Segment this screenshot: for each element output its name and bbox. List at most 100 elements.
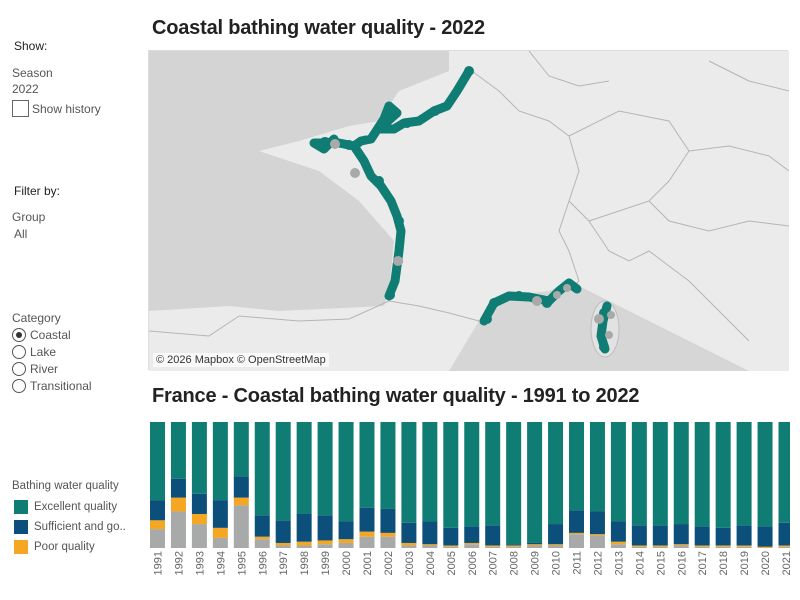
bar-segment[interactable] — [673, 545, 689, 548]
bar-segment[interactable] — [610, 541, 626, 545]
show-history-checkbox[interactable] — [12, 100, 29, 117]
group-value[interactable]: All — [14, 227, 28, 241]
bar-segment[interactable] — [254, 539, 270, 548]
bar-segment[interactable] — [233, 505, 249, 548]
bar-segment[interactable] — [422, 545, 438, 548]
radio-button[interactable] — [12, 327, 26, 342]
bar-segment[interactable] — [296, 545, 312, 548]
legend-item-excellent[interactable]: Excellent quality — [14, 497, 126, 517]
bar-segment[interactable] — [191, 422, 207, 494]
bar-segment[interactable] — [610, 422, 626, 522]
bar-segment[interactable] — [778, 546, 791, 548]
bar-segment[interactable] — [191, 493, 207, 514]
bar-segment[interactable] — [443, 545, 459, 547]
bar-segment[interactable] — [401, 522, 417, 543]
bar-segment[interactable] — [212, 527, 228, 538]
bar-segment[interactable] — [694, 545, 710, 547]
bar-segment[interactable] — [233, 497, 249, 506]
bar-segment[interactable] — [380, 422, 396, 509]
bar-segment[interactable] — [527, 542, 543, 545]
bar-segment[interactable] — [275, 545, 291, 548]
bar-segment[interactable] — [569, 422, 584, 511]
bar-segment[interactable] — [506, 422, 522, 545]
bar-segment[interactable] — [485, 422, 501, 526]
bar-segment[interactable] — [652, 545, 668, 547]
bar-segment[interactable] — [736, 545, 752, 547]
bar-segment[interactable] — [631, 546, 647, 548]
category-option-transitional[interactable]: Transitional — [12, 377, 132, 394]
bar-segment[interactable] — [757, 546, 773, 548]
bar-segment[interactable] — [150, 529, 165, 548]
bar-segment[interactable] — [485, 546, 501, 548]
bar-segment[interactable] — [757, 422, 773, 527]
bar-segment[interactable] — [212, 422, 228, 501]
category-option-lake[interactable]: Lake — [12, 343, 132, 360]
bar-segment[interactable] — [548, 422, 564, 525]
bar-segment[interactable] — [652, 546, 668, 548]
bar-segment[interactable] — [422, 544, 438, 546]
bar-segment[interactable] — [338, 542, 354, 548]
bar-segment[interactable] — [296, 513, 312, 542]
bar-segment[interactable] — [569, 510, 584, 533]
legend-item-sufficient[interactable]: Sufficient and go.. — [14, 517, 126, 537]
bar-segment[interactable] — [548, 545, 564, 548]
bar-segment[interactable] — [338, 539, 354, 543]
bar-segment[interactable] — [778, 545, 791, 547]
bar-segment[interactable] — [254, 515, 270, 537]
bar-segment[interactable] — [233, 422, 249, 477]
bar-segment[interactable] — [170, 478, 186, 498]
bar-segment[interactable] — [338, 422, 354, 522]
bar-segment[interactable] — [610, 521, 626, 542]
bar-segment[interactable] — [212, 500, 228, 528]
bar-segment[interactable] — [191, 524, 207, 548]
bar-segment[interactable] — [464, 544, 480, 548]
bar-segment[interactable] — [317, 540, 333, 545]
bar-segment[interactable] — [212, 537, 228, 548]
radio-button[interactable] — [12, 361, 26, 376]
bar-segment[interactable] — [715, 545, 731, 547]
bar-segment[interactable] — [401, 545, 417, 548]
bar-segment[interactable] — [569, 534, 584, 548]
bar-segment[interactable] — [359, 507, 375, 532]
bar-segment[interactable] — [736, 546, 752, 548]
radio-button[interactable] — [12, 344, 26, 359]
bar-segment[interactable] — [296, 541, 312, 546]
bar-chart[interactable]: 1991 1992 1993 1994 1995 1996 1997 1998 1999 2000… — [148, 420, 790, 595]
bar-segment[interactable] — [317, 422, 333, 516]
bar-segment[interactable] — [548, 524, 564, 545]
bar-segment[interactable] — [610, 544, 626, 548]
bar-segment[interactable] — [485, 545, 501, 547]
bar-segment[interactable] — [506, 544, 522, 546]
bar-segment[interactable] — [443, 422, 459, 528]
bar-segment[interactable] — [673, 524, 689, 545]
bar-segment[interactable] — [715, 527, 731, 546]
bar-segment[interactable] — [652, 525, 668, 546]
bar-segment[interactable] — [464, 526, 480, 543]
bar-segment[interactable] — [631, 422, 647, 526]
bar-segment[interactable] — [527, 544, 543, 546]
radio-button[interactable] — [12, 378, 26, 393]
category-option-coastal[interactable]: Coastal — [12, 326, 132, 343]
show-history-toggle[interactable]: Show history — [12, 100, 101, 117]
map-view[interactable]: © 2026 Mapbox © OpenStreetMap — [148, 50, 790, 371]
bar-segment[interactable] — [589, 511, 605, 535]
bar-segment[interactable] — [401, 422, 417, 523]
bar-segment[interactable] — [443, 527, 459, 546]
map-canvas[interactable] — [148, 50, 790, 371]
bar-segment[interactable] — [673, 544, 689, 546]
bar-segment[interactable] — [380, 508, 396, 533]
bar-segment[interactable] — [359, 531, 375, 537]
bar-segment[interactable] — [778, 422, 791, 523]
bar-segment[interactable] — [338, 521, 354, 540]
bar-segment[interactable] — [150, 500, 165, 521]
bar-segment[interactable] — [506, 546, 522, 548]
bar-segment[interactable] — [506, 545, 522, 547]
bar-segment[interactable] — [527, 545, 543, 548]
bar-segment[interactable] — [170, 497, 186, 512]
bar-segment[interactable] — [694, 546, 710, 548]
bar-segment[interactable] — [275, 520, 291, 543]
season-value[interactable]: 2022 — [12, 82, 39, 96]
bar-segment[interactable] — [191, 513, 207, 525]
bar-segment[interactable] — [275, 542, 291, 546]
bar-segment[interactable] — [150, 520, 165, 530]
